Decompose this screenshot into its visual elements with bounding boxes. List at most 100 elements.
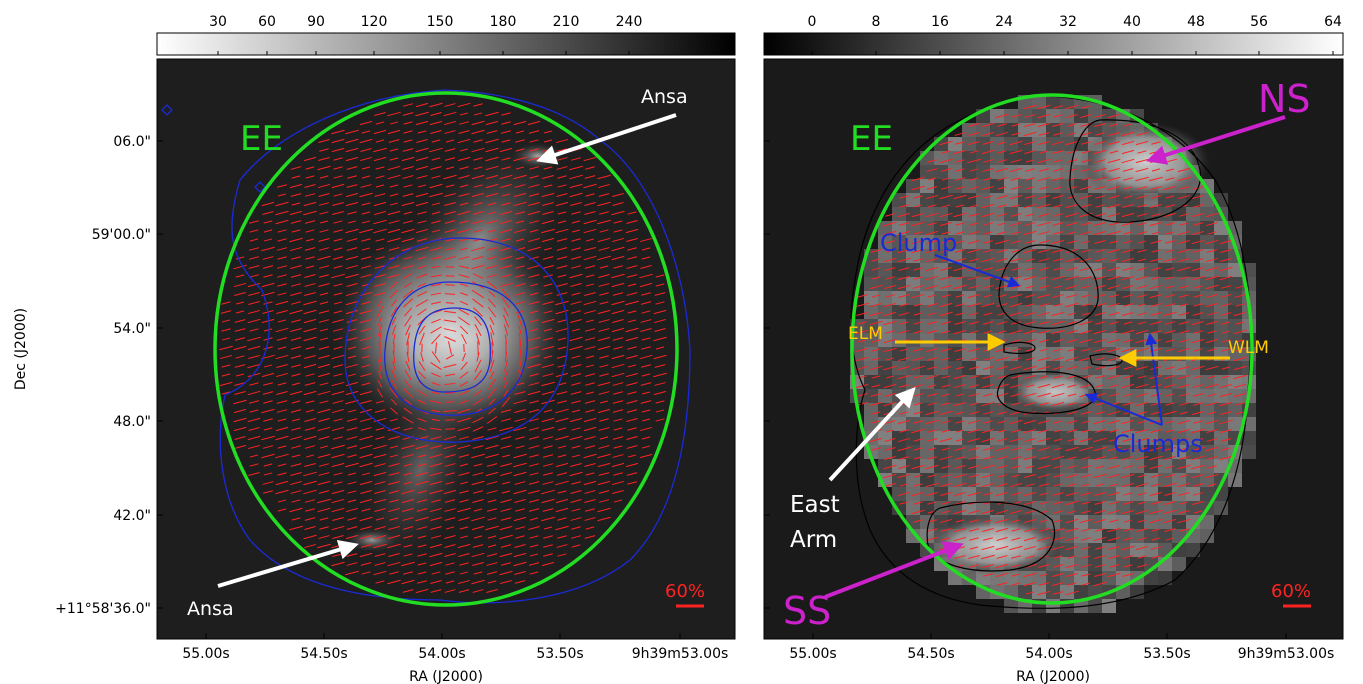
left-colorbar	[157, 33, 735, 55]
pixel	[920, 305, 934, 319]
y-tick-label: 59'00.0"	[92, 227, 151, 243]
x-tick-label: 54.50s	[907, 646, 954, 662]
polarization-vector	[445, 285, 454, 286]
pixel	[1060, 165, 1074, 179]
elm-label: ELM	[848, 324, 883, 344]
pixel	[1060, 557, 1074, 571]
pixel	[1172, 291, 1186, 305]
pixel	[1186, 291, 1200, 305]
pixel	[1130, 291, 1144, 305]
pixel	[1172, 417, 1186, 431]
pixel	[1018, 417, 1032, 431]
pixel	[934, 389, 948, 403]
y-tick-label: 54.0"	[113, 321, 151, 337]
ee-label-right: EE	[850, 119, 893, 159]
pixel	[906, 417, 920, 431]
ss-label: SS	[783, 589, 831, 633]
pixel	[1088, 557, 1102, 571]
pixel	[1004, 599, 1018, 613]
polarization-vector	[446, 276, 455, 277]
pixel	[1172, 557, 1186, 571]
pixel	[1144, 543, 1158, 557]
pixel	[878, 431, 892, 445]
colorbar-tick-label: 0	[808, 14, 817, 30]
pixel	[1144, 305, 1158, 319]
pixel	[976, 277, 990, 291]
colorbar-tick-label: 8	[872, 14, 881, 30]
pixel	[1074, 417, 1088, 431]
pixel	[976, 417, 990, 431]
polarization-vector	[445, 420, 455, 421]
pixel	[1242, 445, 1256, 459]
pixel	[864, 277, 878, 291]
pixel	[990, 319, 1004, 333]
pixel	[1130, 543, 1144, 557]
pixel	[892, 291, 906, 305]
pixel	[1004, 291, 1018, 305]
pixel	[1046, 599, 1060, 613]
pixel	[864, 263, 878, 277]
pixel	[948, 193, 962, 207]
pixel	[1172, 403, 1186, 417]
pixel	[1074, 291, 1088, 305]
right-colorbar	[764, 33, 1343, 55]
east-arm-label-1: East	[790, 492, 840, 518]
pixel	[1186, 403, 1200, 417]
pixel	[1032, 305, 1046, 319]
pixel	[1130, 417, 1144, 431]
pixel	[1116, 291, 1130, 305]
pixel	[1060, 291, 1074, 305]
pixel	[906, 263, 920, 277]
pixel	[1228, 305, 1242, 319]
colorbar-tick-label: 48	[1187, 14, 1205, 30]
pixel	[976, 291, 990, 305]
pixel	[1018, 585, 1032, 599]
colorbar-tick-label: 56	[1250, 14, 1268, 30]
pixel	[1074, 557, 1088, 571]
clump-label: Clump	[880, 229, 957, 257]
colorbar-tick-label: 90	[307, 14, 325, 30]
pixel	[1088, 431, 1102, 445]
pixel	[1032, 277, 1046, 291]
x-tick-label: 53.50s	[536, 646, 583, 662]
pixel	[1004, 179, 1018, 193]
y-axis-label: Dec (J2000)	[13, 308, 29, 390]
pixel	[892, 417, 906, 431]
pixel	[1046, 263, 1060, 277]
pixel	[1214, 291, 1228, 305]
pixel	[1144, 291, 1158, 305]
pixel	[1018, 193, 1032, 207]
x-tick-label: 9h39m53.00s	[632, 646, 729, 662]
pixel	[920, 193, 934, 207]
pixel	[1088, 529, 1102, 543]
pixel	[1200, 389, 1214, 403]
x-tick-label: 54.00s	[1025, 646, 1072, 662]
pixel	[934, 291, 948, 305]
pixel	[948, 417, 962, 431]
pixel	[1172, 277, 1186, 291]
pixel	[906, 431, 920, 445]
pixel	[990, 431, 1004, 445]
pixel	[948, 389, 962, 403]
x-tick-label: 9h39m53.00s	[1238, 646, 1335, 662]
pixel	[1186, 305, 1200, 319]
colorbar-tick-label: 16	[931, 14, 949, 30]
pixel	[990, 403, 1004, 417]
x-tick-label: 55.00s	[789, 646, 836, 662]
pixel	[1088, 417, 1102, 431]
pixel	[878, 459, 892, 473]
pixel	[920, 445, 934, 459]
pixel	[1102, 291, 1116, 305]
colorbar-tick-label: 40	[1123, 14, 1141, 30]
pixel	[1046, 165, 1060, 179]
x-axis-label-right: RA (J2000)	[1016, 669, 1090, 684]
pixel	[1046, 417, 1060, 431]
pixel	[1200, 417, 1214, 431]
pixel	[878, 445, 892, 459]
y-tick-label: 42.0"	[113, 508, 151, 524]
pixel	[1214, 305, 1228, 319]
pixel	[976, 305, 990, 319]
pixel	[1200, 291, 1214, 305]
pixel	[1032, 165, 1046, 179]
pixel	[1186, 193, 1200, 207]
